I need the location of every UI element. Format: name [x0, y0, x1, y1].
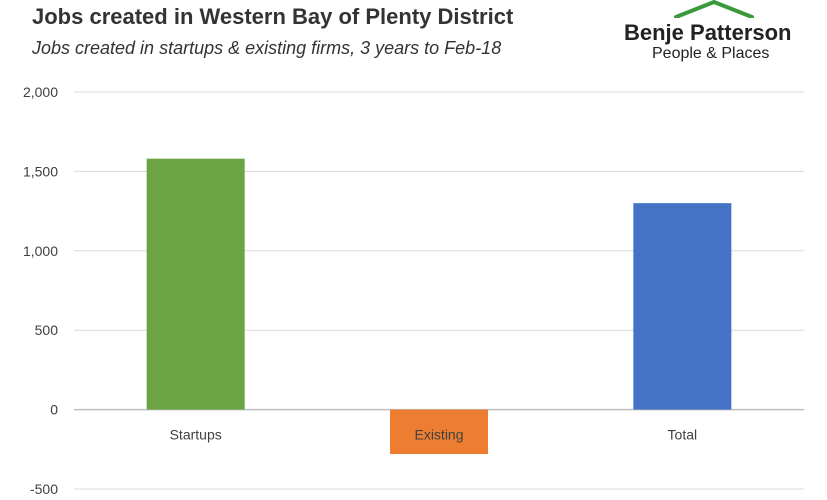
- y-tick-label: 1,000: [23, 243, 58, 259]
- chart-title: Jobs created in Western Bay of Plenty Di…: [32, 4, 514, 29]
- y-axis-ticks: -500 0 500 1,000 1,500 2,000: [23, 84, 58, 497]
- bar-startups: [146, 158, 245, 410]
- category-label-existing: Existing: [414, 427, 463, 443]
- y-tick-label: 500: [35, 322, 59, 338]
- brand-name: Benje Patterson: [624, 20, 792, 45]
- y-tick-label: 2,000: [23, 84, 58, 100]
- category-label-total: Total: [668, 427, 698, 443]
- bar-total: [633, 203, 732, 410]
- category-labels: Startups Existing Total: [170, 427, 698, 443]
- chart-subtitle: Jobs created in startups & existing firm…: [32, 38, 502, 58]
- y-tick-label: 1,500: [23, 163, 58, 179]
- y-tick-label: -500: [30, 481, 58, 497]
- brand-tagline: People & Places: [652, 45, 770, 62]
- roof-icon: [674, 0, 754, 18]
- category-label-startups: Startups: [170, 427, 222, 443]
- brand-logo: Benje Patterson People & Places: [620, 0, 820, 66]
- y-tick-label: 0: [50, 402, 58, 418]
- bar-existing: [390, 409, 488, 455]
- bars: [146, 158, 732, 455]
